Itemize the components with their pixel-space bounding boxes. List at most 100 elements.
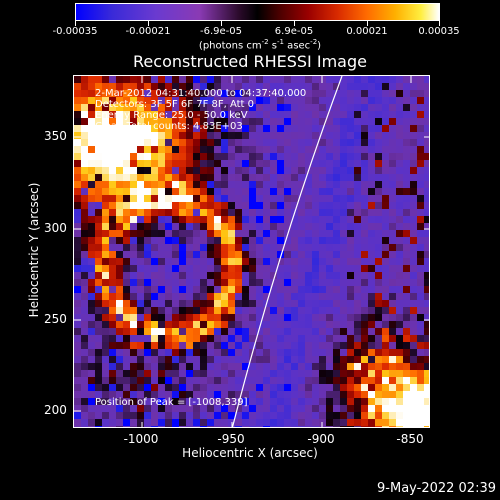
image-pixel [298,230,306,238]
image-pixel [81,286,89,294]
image-pixel [81,272,89,280]
image-pixel [221,209,229,217]
image-pixel [242,251,250,259]
image-pixel [207,132,215,140]
image-pixel [109,104,117,112]
image-pixel [333,146,341,154]
image-pixel [116,237,124,245]
image-pixel [354,384,362,392]
image-pixel [186,342,194,350]
image-pixel [179,125,187,133]
image-pixel [347,132,355,140]
image-pixel [151,321,159,329]
image-pixel [179,342,187,350]
image-pixel [172,111,180,119]
image-pixel [221,356,229,364]
image-pixel [333,118,341,126]
image-pixel [81,139,89,147]
image-pixel [144,258,152,266]
image-pixel [340,321,348,329]
image-pixel [256,307,264,315]
image-pixel [95,139,103,147]
image-pixel [389,181,397,189]
image-pixel [74,384,82,392]
image-pixel [193,251,201,259]
image-pixel [403,398,411,406]
image-pixel [277,363,285,371]
image-pixel [214,181,222,189]
image-pixel [81,377,89,385]
image-pixel [417,223,425,231]
image-pixel [326,391,334,399]
image-pixel [298,335,306,343]
image-pixel [305,356,313,364]
image-pixel [165,223,173,231]
image-pixel [375,209,383,217]
image-pixel [277,398,285,406]
image-pixel [116,258,124,266]
image-pixel [74,97,82,105]
image-pixel [368,391,376,399]
image-pixel [284,356,292,364]
image-pixel [354,195,362,203]
image-pixel [214,90,222,98]
image-pixel [417,391,425,399]
image-pixel [151,279,159,287]
image-pixel [368,335,376,343]
image-pixel [389,307,397,315]
image-pixel [403,349,411,357]
image-pixel [179,265,187,273]
image-pixel [263,111,271,119]
image-pixel [172,258,180,266]
image-pixel [277,146,285,154]
image-pixel [137,202,145,210]
image-pixel [137,244,145,252]
image-pixel [333,251,341,259]
image-pixel [249,153,257,161]
image-pixel [333,265,341,273]
image-pixel [116,153,124,161]
image-pixel [368,307,376,315]
image-pixel [375,412,383,420]
image-pixel [116,174,124,182]
image-pixel [340,286,348,294]
image-pixel [249,118,257,126]
image-pixel [368,118,376,126]
image-pixel [361,167,369,175]
image-pixel [151,97,159,105]
image-pixel [151,118,159,126]
image-pixel [305,111,313,119]
image-pixel [151,293,159,301]
image-pixel [326,398,334,406]
image-pixel [221,216,229,224]
image-pixel [186,363,194,371]
image-pixel [74,139,82,147]
image-pixel [319,76,327,84]
image-pixel [109,363,117,371]
image-pixel [151,258,159,266]
image-pixel [165,202,173,210]
image-pixel [368,426,376,427]
image-pixel [235,342,243,350]
image-pixel [347,335,355,343]
image-pixel [214,97,222,105]
image-pixel [81,293,89,301]
image-pixel [207,279,215,287]
image-pixel [165,216,173,224]
image-pixel [207,251,215,259]
image-pixel [417,251,425,259]
image-pixel [116,405,124,413]
image-pixel [81,181,89,189]
image-pixel [312,167,320,175]
image-pixel [354,118,362,126]
image-pixel [249,419,257,427]
image-pixel [207,426,215,427]
image-pixel [123,223,131,231]
image-pixel [410,90,418,98]
image-pixel [165,83,173,91]
image-pixel [172,132,180,140]
image-pixel [333,342,341,350]
image-pixel [74,83,82,91]
image-pixel [130,265,138,273]
image-pixel [333,412,341,420]
